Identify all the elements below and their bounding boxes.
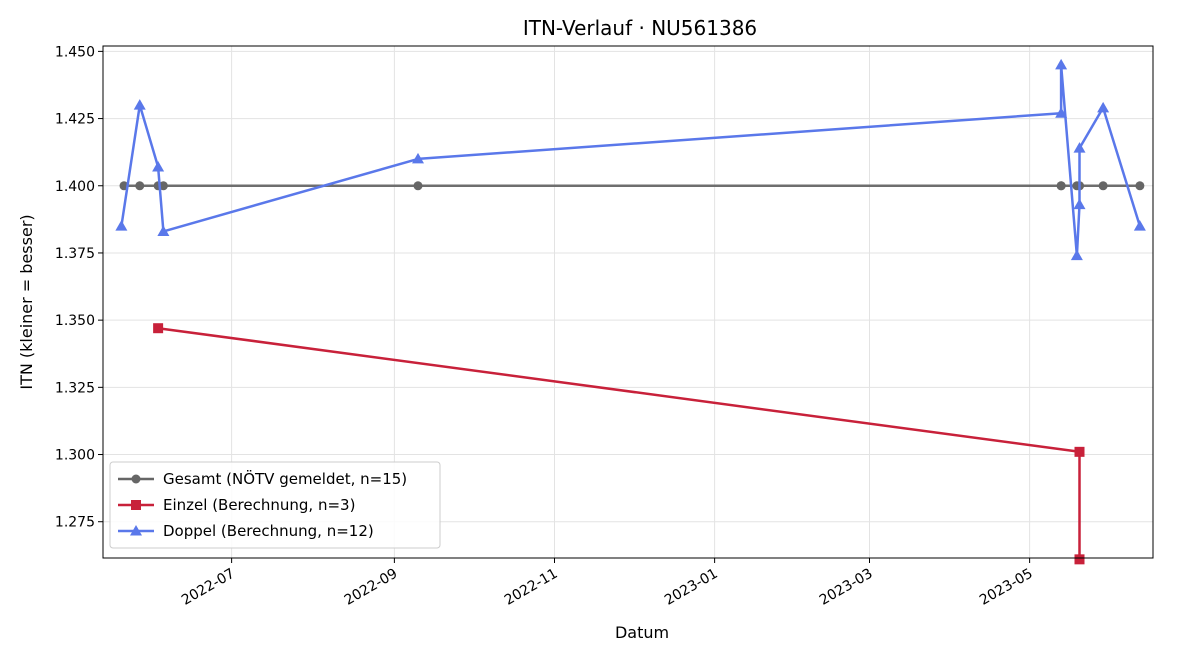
data-point (115, 220, 128, 231)
data-point (152, 160, 165, 172)
y-tick-label: 1.400 (55, 179, 95, 195)
y-tick-label: 1.300 (55, 448, 95, 464)
legend-marker (130, 525, 142, 536)
data-point (158, 181, 168, 191)
y-tick-label: 1.425 (55, 112, 95, 128)
legend-entry: Einzel (Berechnung, n=3) (163, 496, 355, 514)
series-1 (153, 323, 1085, 565)
x-tick-label: 2023-05 (977, 566, 1036, 609)
series-layer (115, 58, 1146, 565)
series-0 (119, 181, 1145, 191)
y-axis-label: ITN (kleiner = besser) (17, 214, 36, 389)
x-tick-label: 2022-11 (502, 566, 561, 609)
series-line (120, 63, 1142, 257)
y-tick-label: 1.325 (55, 380, 95, 396)
data-point (1055, 58, 1068, 70)
data-point (1133, 220, 1146, 231)
plot-frame (102, 45, 1154, 559)
data-point (412, 152, 424, 164)
x-tick-label: 2023-01 (662, 566, 721, 609)
x-tick-label: 2022-09 (342, 566, 401, 609)
data-point (1074, 554, 1085, 565)
legend-marker (131, 500, 141, 510)
data-point (135, 181, 145, 191)
x-axis-label: Datum (615, 623, 669, 642)
legend-box (109, 461, 441, 549)
chart-title: ITN-Verlauf · NU561386 (523, 16, 757, 40)
data-point (1135, 181, 1145, 191)
y-tick-label: 1.375 (55, 246, 95, 262)
legend-entry: Gesamt (NÖTV gemeldet, n=15) (163, 469, 407, 488)
data-point (413, 181, 423, 191)
y-tick-label: 1.275 (55, 515, 95, 531)
data-point (1056, 181, 1066, 191)
legend-entry: Doppel (Berechnung, n=12) (163, 522, 374, 540)
y-tick-label: 1.450 (55, 44, 95, 60)
data-point (1097, 101, 1110, 113)
y-tick-label: 1.350 (55, 313, 95, 329)
data-point (1098, 181, 1108, 191)
data-point (1055, 107, 1068, 118)
x-tick-label: 2023-03 (817, 566, 876, 609)
series-2 (115, 58, 1146, 261)
data-point (1073, 142, 1086, 153)
data-point (1074, 446, 1085, 457)
data-point (157, 225, 170, 236)
legend: Gesamt (NÖTV gemeldet, n=15) Einzel (Bere… (109, 461, 441, 549)
x-tick-label: 2022-07 (179, 566, 238, 609)
data-point (1073, 198, 1086, 210)
data-point (1070, 249, 1083, 261)
legend-marker (131, 474, 141, 484)
data-point (133, 99, 146, 110)
data-point (153, 323, 164, 334)
